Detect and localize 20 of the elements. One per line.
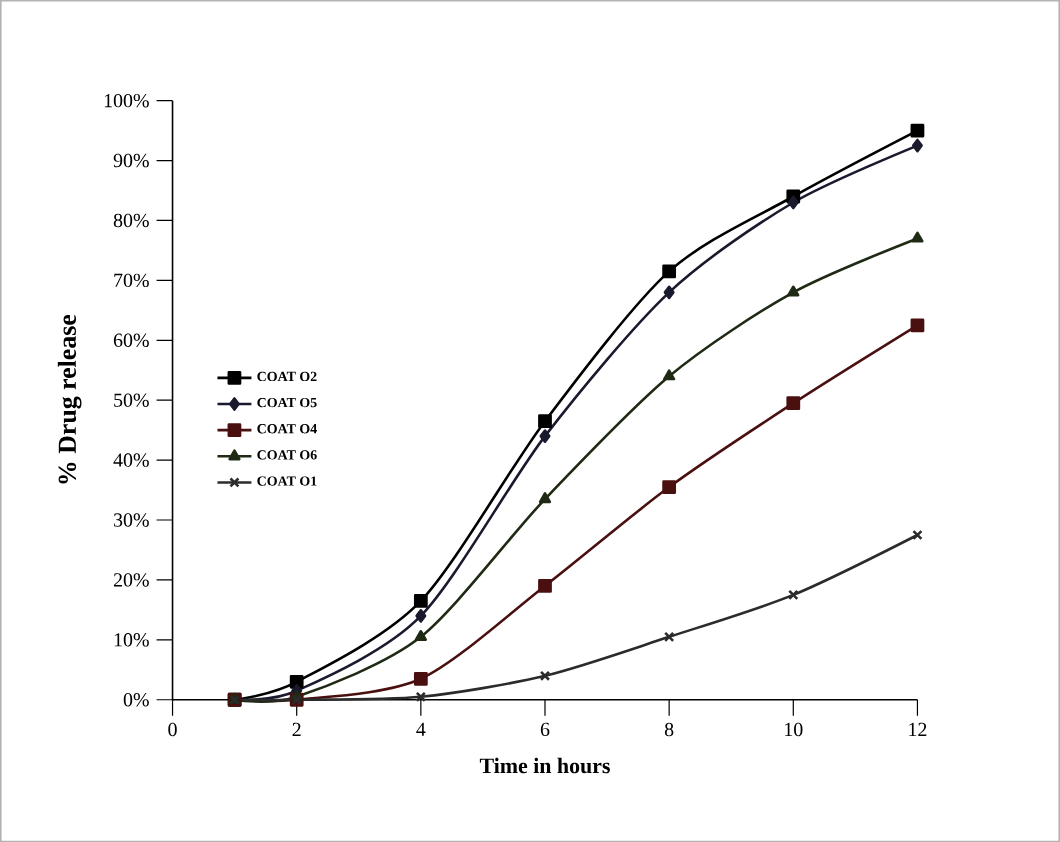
y-tick-label: 100% [104,93,149,108]
y-tick-label: 80% [113,213,149,228]
y-tick-label: 20% [113,573,149,587]
x-tick-label: 8 [664,722,674,737]
y-tick-label: 10% [114,632,149,647]
y-tick-label: 30% [114,513,149,527]
y-axis-title: % Drug release [57,314,82,484]
y-tick-label: 0% [123,692,149,707]
x-tick-label: 0 [168,722,177,737]
x-tick-label: 10 [785,722,803,737]
y-tick-label: 40% [113,453,149,467]
x-tick-label: 4 [416,722,426,736]
y-tick-label: 70% [114,273,149,287]
x-tick-label: 12 [909,722,927,736]
x-axis-title: Time in hours [479,757,610,774]
y-tick-label: 90% [113,153,149,168]
x-tick-label: 6 [540,722,550,736]
y-tick-label: 50% [114,393,149,407]
y-tick-label: 60% [113,333,149,347]
x-tick-label: 2 [292,722,301,736]
